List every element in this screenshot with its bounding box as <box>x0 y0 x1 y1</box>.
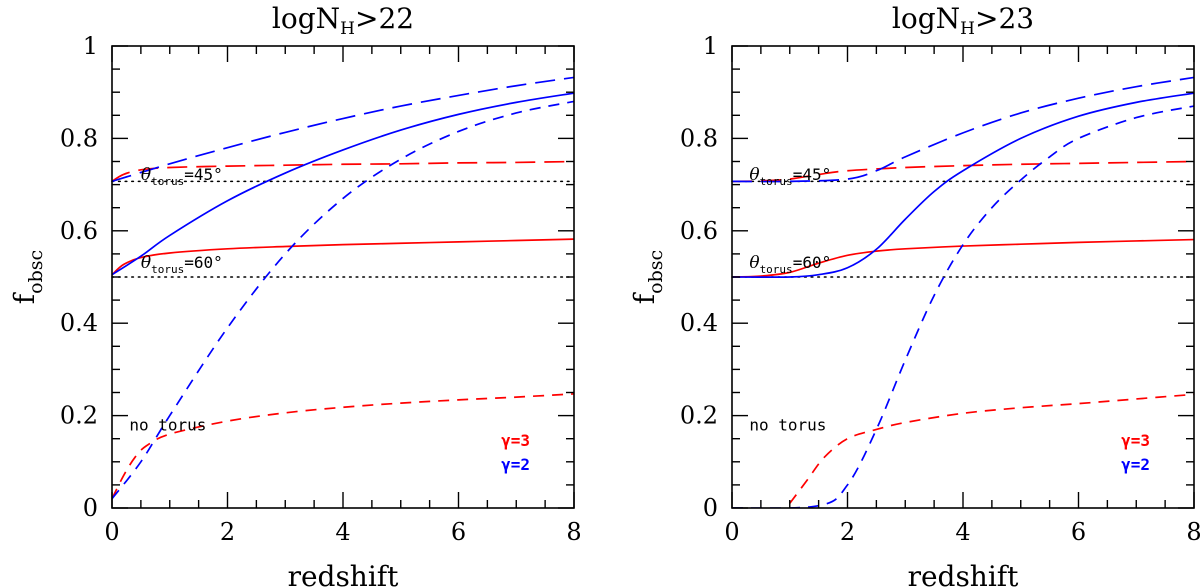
series-line <box>112 92 574 276</box>
y-label-subscript: obsc <box>645 250 667 294</box>
y-axis-label: fobsc <box>8 250 47 304</box>
x-axis-label: redshift <box>908 560 1020 588</box>
theta-symbol: θ <box>141 165 151 185</box>
legend-entry: γ=2 <box>1121 455 1150 474</box>
y-tick-label: 1 <box>703 32 718 60</box>
torus-angle-label: θtorus=45° <box>749 165 831 188</box>
y-label-subscript: obsc <box>25 250 47 294</box>
y-tick-label: 0.2 <box>680 402 718 430</box>
torus-angle-label: θtorus=45° <box>141 165 223 188</box>
x-tick-label: 0 <box>104 518 119 546</box>
curves <box>732 76 1194 508</box>
title-main: logN <box>272 2 340 35</box>
y-tick-label: 0.4 <box>60 309 98 337</box>
no-torus-label: no torus <box>129 415 206 434</box>
theta-subscript: torus <box>760 175 793 188</box>
title-subscript: H <box>960 19 975 39</box>
title-main: logN <box>892 2 960 35</box>
legend-entry: γ=3 <box>501 431 530 450</box>
angle-value: =45° <box>793 165 832 184</box>
theta-symbol: θ <box>749 165 759 185</box>
x-tick-label: 8 <box>1186 518 1200 546</box>
x-tick-label: 4 <box>335 518 350 546</box>
theta-symbol: θ <box>749 253 759 273</box>
theta-subscript: torus <box>151 263 184 276</box>
series-line <box>112 76 574 183</box>
theta-symbol: θ <box>141 253 151 273</box>
series-line <box>732 76 1194 183</box>
x-tick-label: 0 <box>724 518 739 546</box>
series-line <box>732 105 1194 508</box>
series-line <box>732 160 1194 183</box>
x-tick-label: 8 <box>566 518 581 546</box>
curves <box>112 76 574 500</box>
theta-subscript: torus <box>760 263 793 276</box>
x-tick-label: 2 <box>840 518 855 546</box>
title-rest: >22 <box>355 2 414 35</box>
y-tick-label: 0.4 <box>680 309 718 337</box>
torus-angle-label: θtorus=60° <box>141 253 223 276</box>
legend-entry: γ=3 <box>1121 431 1150 450</box>
x-tick-label: 6 <box>1071 518 1086 546</box>
y-tick-label: 0 <box>83 494 98 522</box>
torus-angle-label: θtorus=60° <box>749 253 831 276</box>
y-label-main: f <box>8 291 41 304</box>
x-tick-label: 4 <box>955 518 970 546</box>
y-axis-label: fobsc <box>628 250 667 304</box>
chart-title: logNH>22 <box>272 2 414 39</box>
series-line <box>732 92 1194 279</box>
no-torus-label: no torus <box>749 415 826 434</box>
y-label-main: f <box>628 291 661 304</box>
series-line <box>112 160 574 183</box>
title-subscript: H <box>340 19 355 39</box>
title-rest: >23 <box>975 2 1034 35</box>
legend-entry: γ=2 <box>501 455 530 474</box>
theta-subscript: torus <box>151 175 184 188</box>
series-line <box>112 393 574 500</box>
y-tick-label: 0 <box>703 494 718 522</box>
y-tick-label: 1 <box>83 32 98 60</box>
y-tick-label: 0.8 <box>60 124 98 152</box>
chart-title: logNH>23 <box>892 2 1034 39</box>
angle-value: =45° <box>184 165 223 184</box>
y-tick-label: 0.2 <box>60 402 98 430</box>
panel-1: 0 2 4 6 8 0 0.2 0.4 0.6 0.8 1 logNH>22 redshift fobsc… <box>8 2 582 588</box>
y-tick-label: 0.6 <box>60 217 98 245</box>
angle-value: =60° <box>793 253 832 272</box>
series-line <box>112 100 574 500</box>
y-tick-label: 0.8 <box>680 124 718 152</box>
x-axis-label: redshift <box>288 560 400 588</box>
x-tick-label: 6 <box>451 518 466 546</box>
series-line <box>732 238 1194 278</box>
angle-value: =60° <box>184 253 223 272</box>
y-tick-label: 0.6 <box>680 217 718 245</box>
x-tick-label: 2 <box>220 518 235 546</box>
panel-2: 0 2 4 6 8 0 0.2 0.4 0.6 0.8 1 logNH>23 redshift fobsc… <box>628 2 1200 588</box>
